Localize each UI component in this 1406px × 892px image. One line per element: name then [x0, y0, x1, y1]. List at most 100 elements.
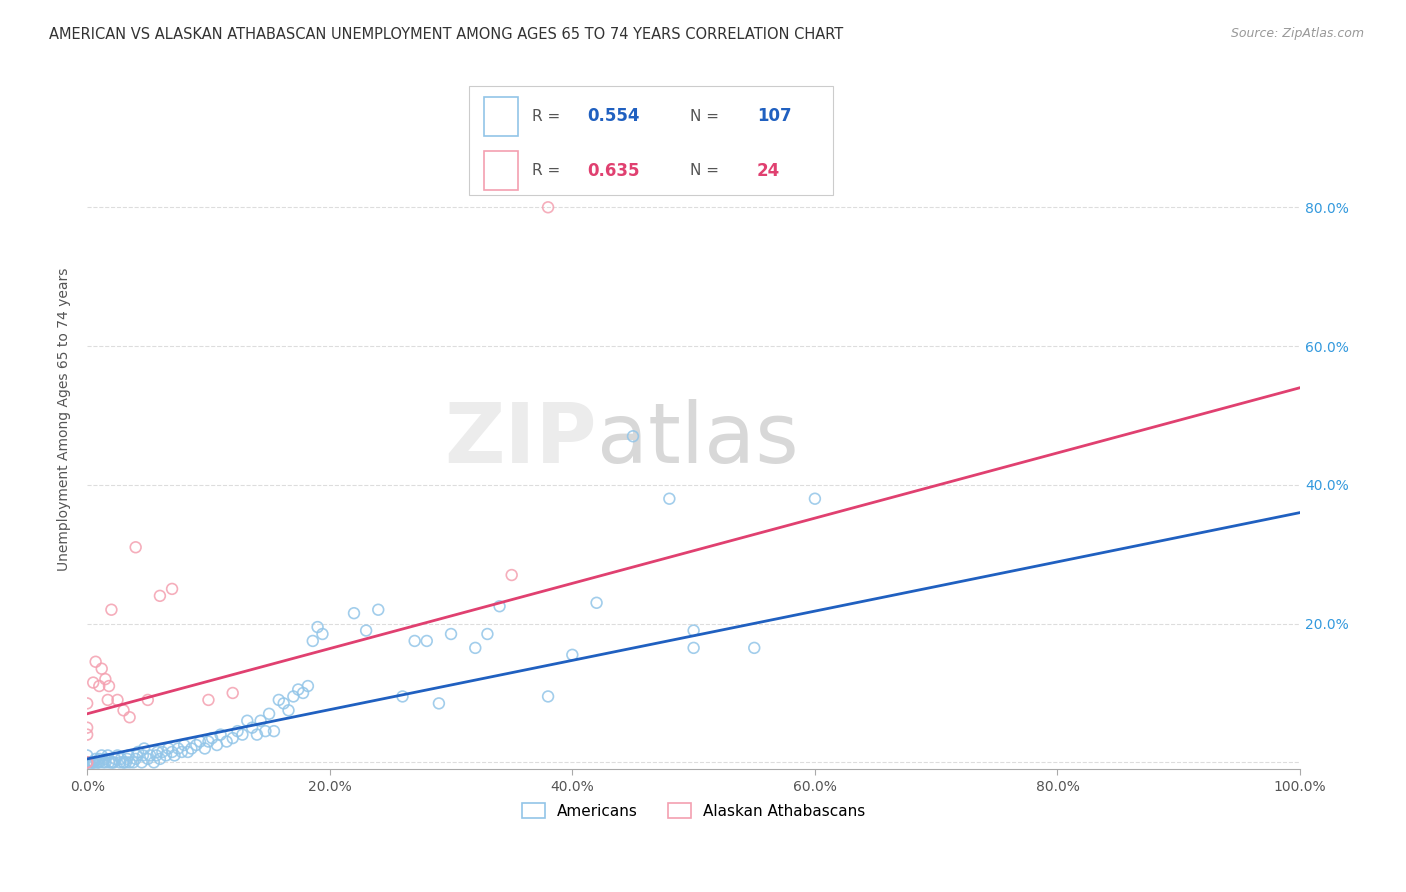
Point	[134, 741, 156, 756]
Point	[287, 682, 309, 697]
Point	[118, 710, 141, 724]
Point	[222, 686, 245, 700]
Point	[76, 748, 98, 763]
Point	[561, 648, 583, 662]
Point	[76, 756, 98, 770]
Point	[97, 693, 120, 707]
Point	[136, 752, 159, 766]
Text: ZIP: ZIP	[444, 400, 596, 481]
Point	[76, 756, 98, 770]
Point	[254, 724, 277, 739]
Point	[94, 672, 117, 686]
Point	[257, 706, 280, 721]
Point	[136, 693, 159, 707]
Point	[149, 752, 172, 766]
Point	[804, 491, 827, 506]
Point	[139, 748, 162, 763]
Point	[84, 752, 107, 766]
Point	[249, 714, 271, 728]
Point	[173, 738, 195, 752]
Point	[142, 756, 165, 770]
Point	[76, 728, 98, 742]
Point	[89, 752, 111, 766]
Point	[127, 745, 149, 759]
Point	[90, 748, 112, 763]
Point	[464, 640, 486, 655]
Text: R =: R =	[533, 109, 565, 124]
Point	[682, 624, 704, 638]
Point	[100, 756, 122, 770]
Point	[160, 582, 183, 596]
Text: atlas: atlas	[596, 400, 799, 481]
Point	[117, 748, 139, 763]
Point	[76, 756, 98, 770]
Point	[188, 734, 211, 748]
Point	[108, 756, 131, 770]
Point	[197, 693, 219, 707]
Text: 107: 107	[756, 107, 792, 126]
Point	[155, 748, 177, 763]
Text: 0.635: 0.635	[586, 161, 640, 180]
Point	[115, 756, 138, 770]
Point	[145, 748, 167, 763]
Point	[76, 756, 98, 770]
Point	[167, 741, 190, 756]
Point	[215, 734, 238, 748]
Point	[98, 756, 121, 770]
Point	[197, 734, 219, 748]
Point	[90, 662, 112, 676]
Text: N =: N =	[690, 163, 724, 178]
Point	[222, 731, 245, 745]
Point	[501, 568, 523, 582]
Point	[132, 748, 155, 763]
Point	[76, 721, 98, 735]
Point	[283, 690, 305, 704]
Point	[76, 756, 98, 770]
Point	[307, 620, 329, 634]
Point	[107, 748, 129, 763]
Point	[367, 603, 389, 617]
Point	[246, 728, 269, 742]
Point	[354, 624, 377, 638]
Point	[682, 640, 704, 655]
Point	[585, 596, 607, 610]
Point	[124, 541, 146, 555]
Point	[110, 752, 132, 766]
Point	[82, 756, 104, 770]
Point	[97, 748, 120, 763]
Text: R =: R =	[533, 163, 565, 178]
Point	[621, 429, 644, 443]
Point	[205, 738, 228, 752]
Point	[477, 627, 499, 641]
Point	[209, 728, 232, 742]
Text: 24: 24	[756, 161, 780, 180]
Point	[76, 697, 98, 711]
Point	[79, 756, 101, 770]
Point	[86, 756, 108, 770]
Point	[87, 756, 110, 770]
FancyBboxPatch shape	[470, 86, 834, 194]
Point	[201, 731, 224, 745]
Point	[94, 756, 117, 770]
Y-axis label: Unemployment Among Ages 65 to 74 years: Unemployment Among Ages 65 to 74 years	[58, 268, 72, 571]
Legend: Americans, Alaskan Athabascans: Americans, Alaskan Athabascans	[516, 797, 872, 825]
Point	[440, 627, 463, 641]
Point	[180, 741, 202, 756]
Text: N =: N =	[690, 109, 724, 124]
Point	[150, 745, 173, 759]
Point	[170, 745, 193, 759]
Point	[297, 679, 319, 693]
Point	[267, 693, 290, 707]
Point	[80, 756, 103, 770]
Point	[94, 752, 117, 766]
Point	[82, 675, 104, 690]
Point	[236, 714, 259, 728]
Point	[82, 756, 104, 770]
Point	[107, 693, 129, 707]
Point	[112, 756, 135, 770]
Point	[89, 679, 111, 693]
Point	[416, 634, 439, 648]
Point	[231, 728, 253, 742]
Point	[80, 756, 103, 770]
Point	[76, 756, 98, 770]
